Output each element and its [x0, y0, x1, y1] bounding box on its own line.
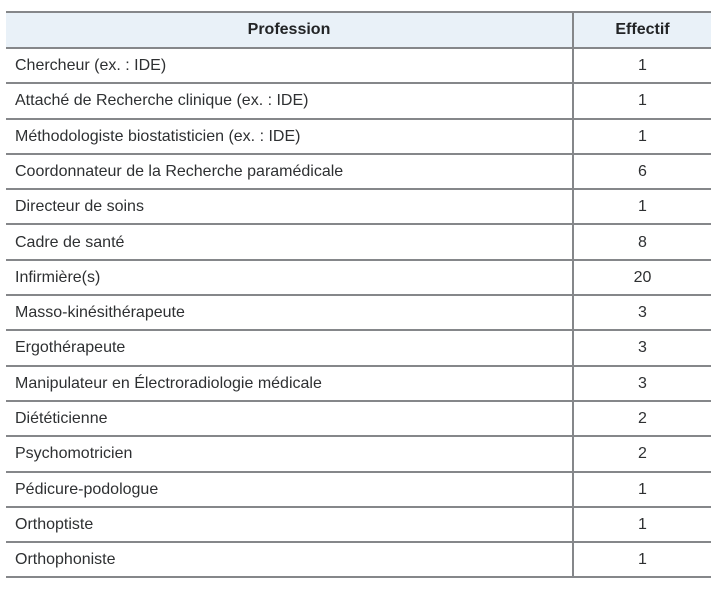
table-row: Diététicienne 2 — [6, 399, 711, 438]
table-row: Ergothérapeute 3 — [6, 329, 711, 367]
profession-cell: Attaché de Recherche clinique (ex. : IDE… — [6, 82, 574, 120]
table-row: Manipulateur en Électroradiologie médica… — [6, 364, 711, 402]
profession-cell: Coordonnateur de la Recherche paramédica… — [6, 152, 574, 191]
effectif-cell: 1 — [573, 117, 711, 155]
profession-cell: Cadre de santé — [6, 223, 574, 261]
profession-cell: Orthophoniste — [6, 541, 574, 579]
effectif-cell: 3 — [573, 294, 711, 332]
table-row: Orthophoniste 1 — [6, 541, 711, 579]
profession-cell: Ergothérapeute — [6, 329, 574, 367]
table-row: Directeur de soins 1 — [6, 188, 711, 226]
table-row: Psychomotricien 2 — [6, 435, 711, 473]
effectif-cell: 3 — [573, 329, 711, 367]
table-row: Infirmière(s) 20 — [6, 258, 711, 297]
table-header: Profession Effectif — [6, 11, 711, 49]
table-row: Masso-kinésithérapeute 3 — [6, 294, 711, 332]
profession-cell: Pédicure-podologue — [6, 470, 574, 508]
table-row: Cadre de santé 8 — [6, 223, 711, 261]
table-row: Attaché de Recherche clinique (ex. : IDE… — [6, 82, 711, 120]
table-row: Orthoptiste 1 — [6, 505, 711, 544]
profession-cell: Directeur de soins — [6, 188, 574, 226]
table-body: Chercheur (ex. : IDE) 1 Attaché de Reche… — [6, 46, 711, 579]
profession-effectif-table: Profession Effectif Chercheur (ex. : IDE… — [6, 11, 711, 579]
table-row: Pédicure-podologue 1 — [6, 470, 711, 508]
effectif-cell: 1 — [573, 46, 711, 85]
header-row: Profession Effectif — [6, 11, 711, 49]
table-row: Méthodologiste biostatisticien (ex. : ID… — [6, 117, 711, 155]
effectif-cell: 3 — [573, 364, 711, 402]
effectif-cell: 1 — [573, 541, 711, 579]
header-effectif: Effectif — [573, 11, 711, 49]
table-row: Coordonnateur de la Recherche paramédica… — [6, 152, 711, 191]
profession-cell: Méthodologiste biostatisticien (ex. : ID… — [6, 117, 574, 155]
effectif-cell: 20 — [573, 258, 711, 297]
header-profession: Profession — [6, 11, 574, 49]
profession-cell: Manipulateur en Électroradiologie médica… — [6, 364, 574, 402]
profession-cell: Orthoptiste — [6, 505, 574, 544]
effectif-cell: 1 — [573, 470, 711, 508]
effectif-cell: 1 — [573, 188, 711, 226]
effectif-cell: 1 — [573, 505, 711, 544]
effectif-cell: 8 — [573, 223, 711, 261]
profession-cell: Chercheur (ex. : IDE) — [6, 46, 574, 85]
effectif-cell: 2 — [573, 435, 711, 473]
effectif-cell: 6 — [573, 152, 711, 191]
profession-cell: Infirmière(s) — [6, 258, 574, 297]
effectif-cell: 1 — [573, 82, 711, 120]
profession-cell: Psychomotricien — [6, 435, 574, 473]
table-row: Chercheur (ex. : IDE) 1 — [6, 46, 711, 85]
profession-cell: Diététicienne — [6, 399, 574, 438]
effectif-cell: 2 — [573, 399, 711, 438]
profession-cell: Masso-kinésithérapeute — [6, 294, 574, 332]
